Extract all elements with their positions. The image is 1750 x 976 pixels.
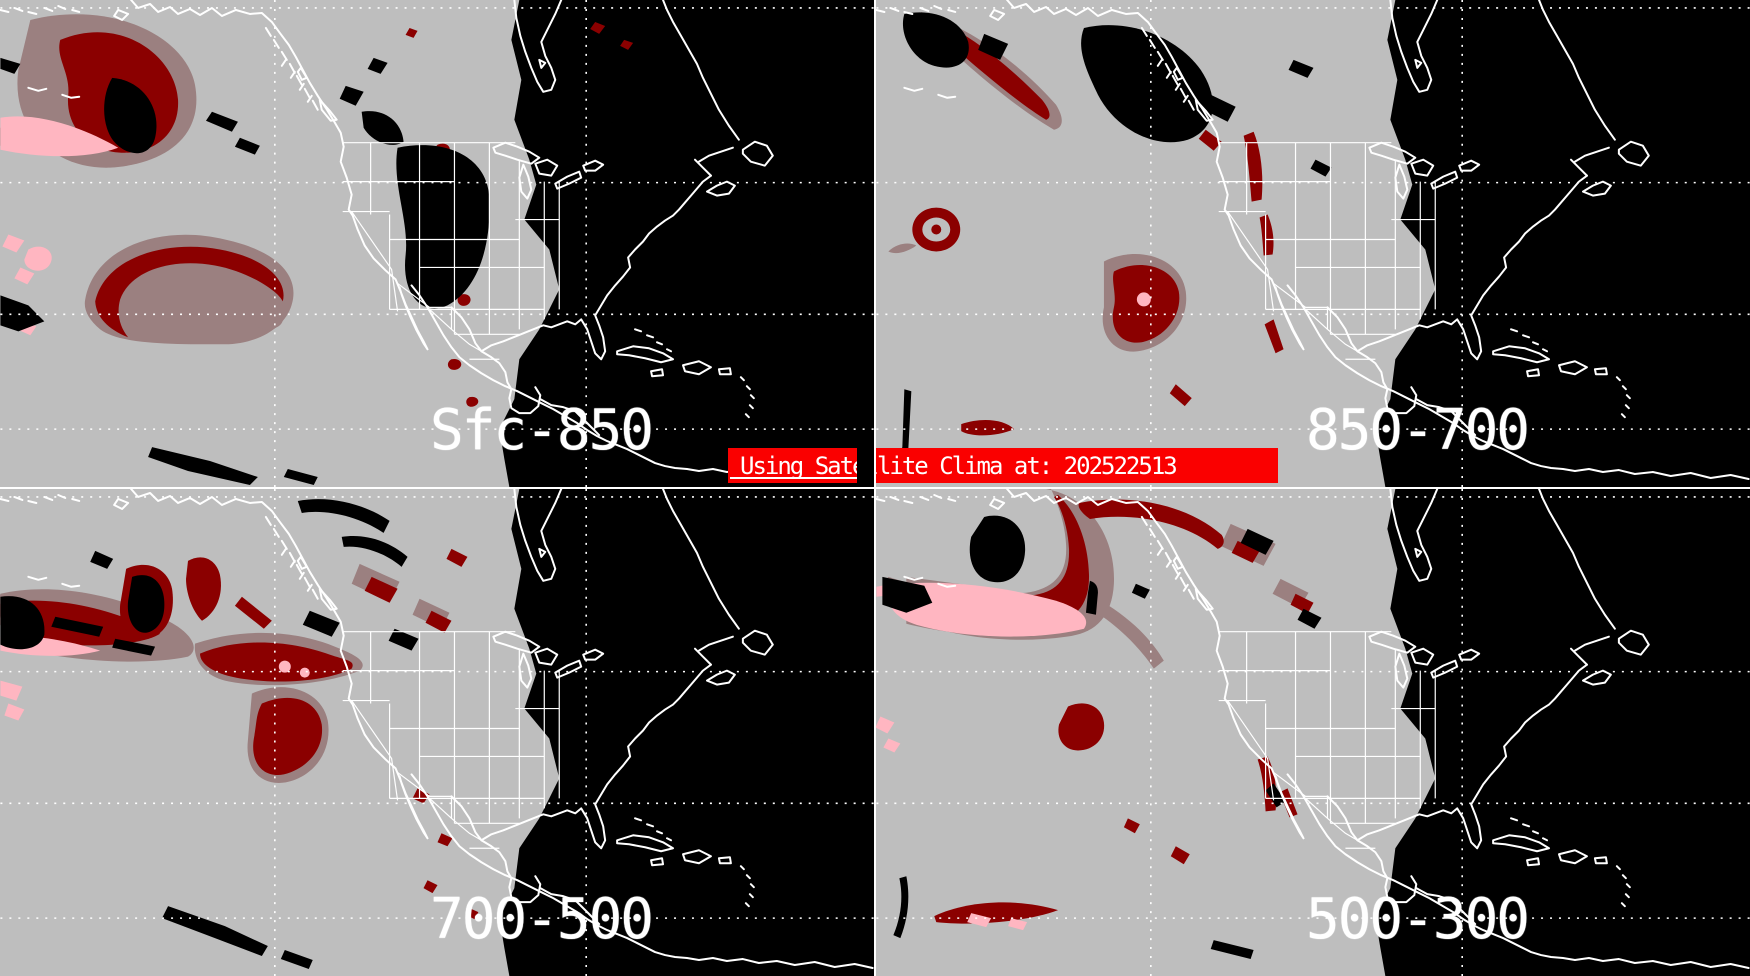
panel-sfc-850: Sfc-850: [0, 0, 874, 487]
cloud-layer-500-300: [876, 489, 1322, 960]
cloud-layer-850-700: [888, 11, 1332, 474]
banner-text: Using Satellite Clima at: 202522513: [740, 452, 1178, 480]
panel-700-500: 700-500: [0, 489, 874, 976]
banner-underline: [730, 477, 857, 479]
panel-850-700: 850-700: [876, 0, 1750, 487]
panel-label-850-700: 850-700: [1306, 398, 1530, 463]
panel-500-300: 500-300: [876, 489, 1750, 976]
banner-panel-gap: [857, 448, 874, 483]
map-700-500: [0, 489, 874, 976]
panel-label-500-300: 500-300: [1306, 887, 1530, 952]
panel-label-700-500: 700-500: [430, 887, 654, 952]
map-500-300: [876, 489, 1750, 976]
map-850-700: [876, 0, 1750, 487]
cloud-layer-700-500: [0, 499, 479, 970]
panel-divider-horizontal: [0, 487, 1750, 489]
status-banner: Using Satellite Clima at: 202522513: [728, 448, 1278, 483]
panel-label-sfc-850: Sfc-850: [430, 398, 654, 463]
map-sfc-850: [0, 0, 874, 487]
